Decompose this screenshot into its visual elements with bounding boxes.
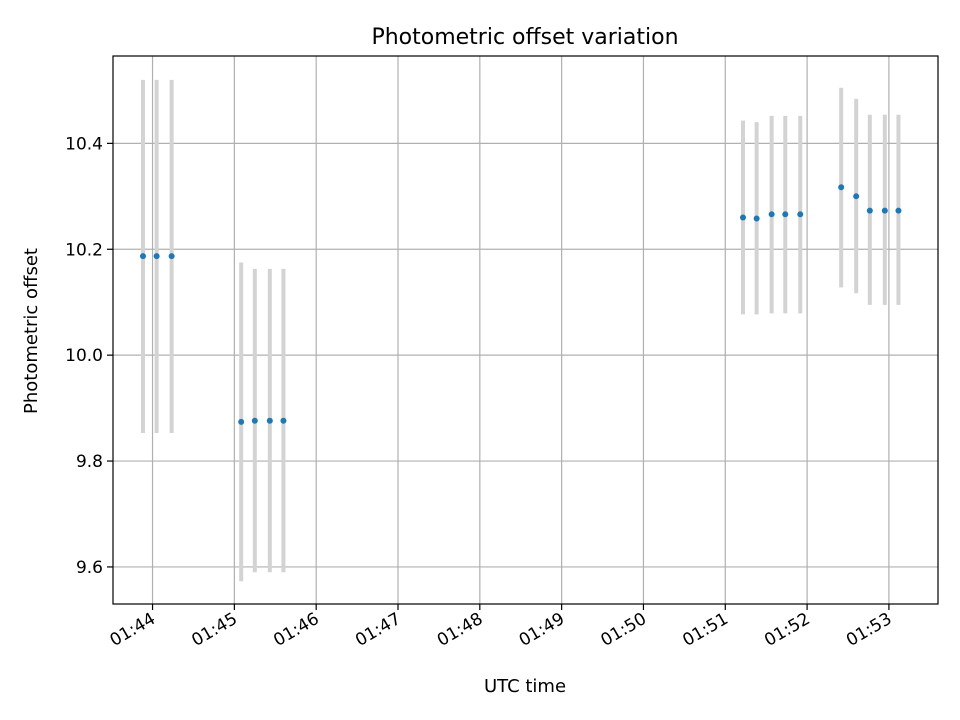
x-axis-label: UTC time [484,676,566,697]
data-points [140,184,902,425]
data-point [740,214,746,221]
chart-title: Photometric offset variation [371,25,678,50]
data-point [153,253,160,260]
y-tick-label: 10.0 [65,346,103,366]
y-tick-label: 9.6 [76,558,103,578]
data-point [782,211,789,218]
data-point [140,253,146,260]
data-point [853,193,860,200]
grid-lines [113,56,938,604]
data-point [251,417,258,424]
data-point [768,211,775,218]
data-point [866,207,873,214]
data-point [238,418,245,425]
y-axis-ticks: 9.6 9.8 10.0 10.2 10.4 [65,134,113,578]
data-point [266,417,273,424]
plot-area-frame [112,55,939,605]
y-tick-label: 9.8 [76,452,103,472]
data-point [280,417,287,424]
data-point [838,184,845,191]
data-point [168,253,175,260]
data-point [753,215,760,222]
y-axis-label: Photometric offset [21,248,42,414]
data-point [797,211,804,218]
data-point [881,207,888,214]
y-tick-label: 10.4 [65,134,103,154]
data-point [895,207,902,214]
y-tick-label: 10.2 [65,240,103,260]
